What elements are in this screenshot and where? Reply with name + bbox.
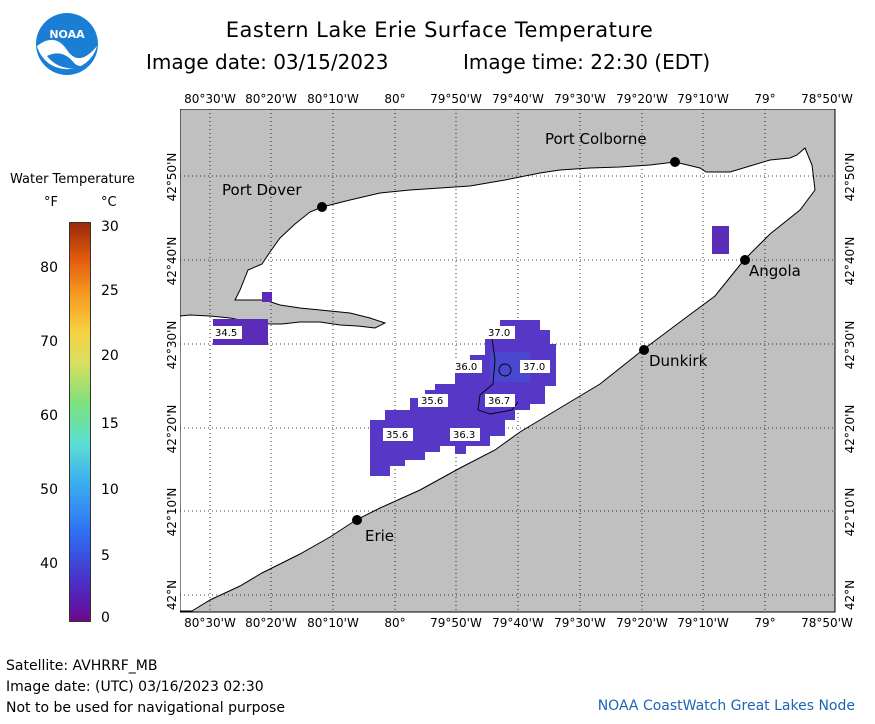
temp-label: 36.0	[455, 362, 477, 373]
tick-f: 70	[40, 334, 58, 350]
lon-label: 79°40'W	[492, 616, 544, 630]
lon-label: 80°30'W	[184, 92, 236, 106]
temp-label: 35.6	[421, 396, 443, 407]
lon-label: 79°50'W	[430, 92, 482, 106]
lat-label: 42°50'N	[165, 152, 179, 202]
lon-label: 79°10'W	[677, 616, 729, 630]
city-markers: Port Colborne Port Dover Angola Dunkirk …	[222, 130, 801, 545]
city-port-dover: Port Dover	[222, 181, 302, 199]
image-date: Image date: 03/15/2023	[146, 50, 389, 74]
color-bar	[69, 222, 91, 622]
lon-label: 79°20'W	[616, 92, 668, 106]
legend-title: Water Temperature	[10, 172, 135, 187]
lon-label: 79°30'W	[554, 616, 606, 630]
lon-label: 78°50'W	[801, 92, 853, 106]
lon-label: 79°20'W	[616, 616, 668, 630]
lon-label: 80°20'W	[245, 92, 297, 106]
image-time: Image time: 22:30 (EDT)	[463, 50, 711, 74]
disclaimer: Not to be used for navigational purpose	[6, 700, 285, 716]
lon-label: 79°50'W	[430, 616, 482, 630]
lon-label: 79°40'W	[492, 92, 544, 106]
logo-text: NOAA	[49, 28, 85, 41]
lat-label: 42°10'N	[165, 487, 179, 537]
lat-label: 42°20'N	[843, 404, 857, 454]
tick-c: 20	[101, 348, 119, 364]
temp-label: 37.0	[523, 362, 545, 373]
isotherm-lines	[477, 337, 519, 415]
lon-label: 80°30'W	[184, 616, 236, 630]
tick-c: 30	[101, 219, 119, 235]
tick-f: 50	[40, 482, 58, 498]
tick-c: 0	[101, 610, 110, 626]
unit-celsius: °C	[101, 195, 117, 210]
city-dunkirk: Dunkirk	[649, 352, 708, 370]
city-erie: Erie	[365, 527, 394, 545]
tick-c: 15	[101, 416, 119, 432]
lake-map: 34.5 37.0 36.0 37.0 35.6 36.7 35.6 36.3 …	[180, 109, 836, 613]
credit-link[interactable]: NOAA CoastWatch Great Lakes Node	[597, 698, 855, 714]
temperature-value-labels: 34.5 37.0 36.0 37.0 35.6 36.7 35.6 36.3	[212, 326, 550, 441]
lat-label: 42°10'N	[843, 487, 857, 537]
lon-label: 78°50'W	[801, 616, 853, 630]
city-angola: Angola	[749, 262, 801, 280]
lat-label: 42°20'N	[165, 404, 179, 454]
tick-c: 25	[101, 283, 119, 299]
tick-f: 80	[40, 260, 58, 276]
utc-date: Image date: (UTC) 03/16/2023 02:30	[6, 679, 264, 695]
lon-label: 80°10'W	[307, 92, 359, 106]
temp-label: 36.7	[488, 396, 510, 407]
tick-c: 5	[101, 548, 110, 564]
tick-c: 10	[101, 482, 119, 498]
lon-label: 80°	[384, 616, 406, 630]
lat-label: 42°N	[843, 579, 857, 611]
temp-label: 34.5	[215, 328, 237, 339]
satellite-info: Satellite: AVHRRF_MB	[6, 658, 158, 674]
lat-label: 42°N	[165, 579, 179, 611]
lon-label: 79°30'W	[554, 92, 606, 106]
lon-label: 79°	[754, 616, 776, 630]
lat-label: 42°30'N	[843, 320, 857, 370]
lat-label: 42°40'N	[165, 236, 179, 286]
noaa-logo: NOAA	[35, 12, 99, 76]
lon-label: 79°	[754, 92, 776, 106]
temp-label: 36.3	[453, 430, 475, 441]
temp-label: 37.0	[488, 328, 510, 339]
temp-label: 35.6	[386, 430, 408, 441]
lat-label: 42°50'N	[843, 152, 857, 202]
unit-fahrenheit: °F	[44, 195, 58, 210]
lon-label: 79°10'W	[677, 92, 729, 106]
lat-label: 42°30'N	[165, 320, 179, 370]
lon-label: 80°20'W	[245, 616, 297, 630]
lat-label: 42°40'N	[843, 236, 857, 286]
temperature-pixels	[213, 226, 729, 476]
lon-label: 80°10'W	[307, 616, 359, 630]
city-port-colborne: Port Colborne	[545, 130, 647, 148]
lon-label: 80°	[384, 92, 406, 106]
tick-f: 60	[40, 408, 58, 424]
page-title: Eastern Lake Erie Surface Temperature	[225, 18, 654, 42]
tick-f: 40	[40, 556, 58, 572]
